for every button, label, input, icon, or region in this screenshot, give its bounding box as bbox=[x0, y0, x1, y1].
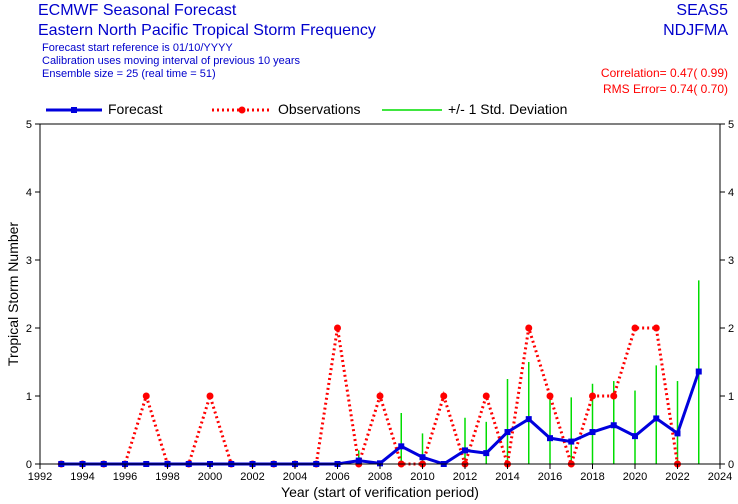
forecast-point-2012 bbox=[462, 447, 468, 454]
x-tick-label-2012: 2012 bbox=[453, 471, 477, 483]
observation-point-2008 bbox=[376, 392, 384, 400]
y-tick-label-right-4: 4 bbox=[728, 187, 734, 199]
x-tick-label-2010: 2010 bbox=[410, 471, 434, 483]
x-tick-label-2004: 2004 bbox=[283, 471, 307, 483]
forecast-point-2009 bbox=[398, 443, 405, 450]
y-tick-label-left-5: 5 bbox=[26, 119, 32, 131]
forecast-line bbox=[61, 371, 701, 466]
plot-frame bbox=[39, 123, 721, 465]
forecast-start-note: Forecast start reference is 01/10/YYYY bbox=[42, 42, 233, 54]
y-tick-label-left-0: 0 bbox=[26, 459, 32, 471]
system-label: SEAS5 bbox=[676, 2, 728, 19]
y-tick-label-left-2: 2 bbox=[26, 323, 32, 335]
x-tick-label-2018: 2018 bbox=[580, 471, 604, 483]
x-tick-label-2008: 2008 bbox=[368, 471, 392, 483]
legend-forecast-label: Forecast bbox=[108, 101, 163, 117]
axes bbox=[39, 123, 721, 465]
forecast-point-2019 bbox=[610, 422, 617, 429]
observation-point-2020 bbox=[631, 324, 639, 332]
y-tick-label-left-3: 3 bbox=[26, 255, 32, 267]
observation-point-1997 bbox=[142, 392, 150, 400]
forecast-point-2021 bbox=[653, 415, 660, 422]
y-tick-label-left-1: 1 bbox=[26, 391, 32, 403]
ticks: 1992 1994 1996 1998 2000 2002 2004 2006 2008 2010… bbox=[26, 119, 734, 483]
x-tick-label-2006: 2006 bbox=[325, 471, 349, 483]
y-tick-label-right-2: 2 bbox=[728, 323, 734, 335]
observations-line bbox=[61, 326, 679, 470]
forecast-point-2018 bbox=[589, 429, 596, 436]
observations-series bbox=[57, 324, 681, 470]
observation-point-2011 bbox=[440, 392, 448, 400]
observation-point-2000 bbox=[206, 392, 214, 400]
forecast-point-2022 bbox=[674, 430, 681, 437]
stddev-bars bbox=[358, 280, 700, 464]
correlation-stat: Correlation= 0.47( 0.99) bbox=[600, 66, 728, 80]
chart-subtitle: Eastern North Pacific Tropical Storm Fre… bbox=[38, 22, 376, 39]
ensemble-size-note: Ensemble size = 25 (real time = 51) bbox=[42, 68, 216, 80]
chart-title: ECMWF Seasonal Forecast bbox=[38, 2, 237, 19]
legend-forecast-marker bbox=[71, 107, 77, 113]
forecast-point-2014 bbox=[504, 429, 511, 436]
forecast-point-2023 bbox=[695, 368, 702, 375]
observation-point-2006 bbox=[334, 324, 341, 332]
x-tick-label-1998: 1998 bbox=[155, 471, 179, 483]
legend-stddev-label: +/- 1 Std. Deviation bbox=[448, 101, 568, 117]
x-tick-label-1994: 1994 bbox=[70, 471, 94, 483]
x-tick-label-1996: 1996 bbox=[113, 471, 137, 483]
observation-point-2015 bbox=[525, 324, 533, 332]
x-axis-label: Year (start of verification period) bbox=[281, 484, 479, 500]
y-tick-label-right-5: 5 bbox=[728, 119, 734, 131]
forecast-point-2010 bbox=[419, 454, 426, 461]
forecast-point-2008 bbox=[377, 460, 383, 467]
x-tick-label-2022: 2022 bbox=[665, 471, 689, 483]
y-tick-label-right-3: 3 bbox=[728, 255, 734, 267]
forecast-point-2013 bbox=[483, 450, 490, 457]
x-tick-label-2014: 2014 bbox=[495, 471, 519, 483]
x-tick-label-2000: 2000 bbox=[198, 471, 222, 483]
forecast-series bbox=[58, 368, 702, 467]
y-tick-label-right-0: 0 bbox=[728, 459, 734, 471]
forecast-point-2017 bbox=[568, 438, 575, 445]
observation-point-2013 bbox=[482, 392, 490, 400]
x-tick-label-2002: 2002 bbox=[240, 471, 264, 483]
observation-point-2016 bbox=[546, 392, 554, 400]
y-axis-label: Tropical Storm Number bbox=[5, 222, 21, 367]
legend-observations-label: Observations bbox=[278, 101, 361, 117]
forecast-point-2015 bbox=[525, 416, 532, 423]
observation-point-2019 bbox=[610, 392, 618, 400]
season-label: NDJFMA bbox=[663, 22, 728, 39]
x-tick-label-2024: 2024 bbox=[708, 471, 732, 483]
rms-error-stat: RMS Error= 0.74( 0.70) bbox=[602, 82, 728, 96]
x-tick-label-2020: 2020 bbox=[623, 471, 647, 483]
x-tick-label-1992: 1992 bbox=[28, 471, 52, 483]
legend-marks bbox=[46, 106, 442, 114]
y-tick-label-left-4: 4 bbox=[26, 187, 32, 199]
y-tick-label-right-1: 1 bbox=[728, 391, 734, 403]
forecast-point-2016 bbox=[547, 435, 553, 442]
x-tick-label-2016: 2016 bbox=[538, 471, 562, 483]
calibration-note: Calibration uses moving interval of prev… bbox=[42, 55, 301, 67]
legend-observations-marker bbox=[238, 106, 246, 114]
forecast-point-2020 bbox=[632, 433, 638, 440]
observation-point-2021 bbox=[652, 324, 660, 332]
observation-point-2018 bbox=[589, 392, 596, 400]
forecast-point-2007 bbox=[355, 457, 362, 464]
